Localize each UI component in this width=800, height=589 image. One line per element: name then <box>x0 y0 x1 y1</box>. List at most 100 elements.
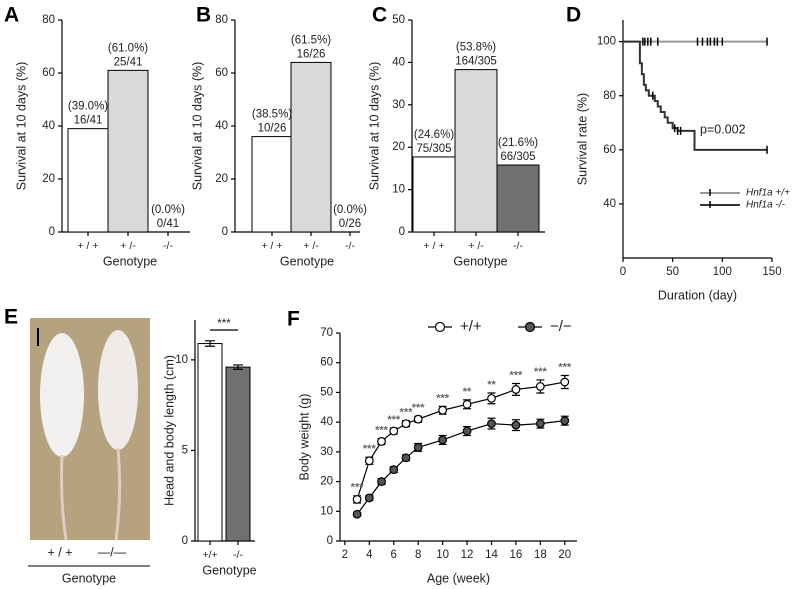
significance: *** <box>412 402 426 414</box>
y-tick-label: 60 <box>603 144 616 156</box>
bar-annotation: (53.8%) <box>456 42 496 54</box>
y-tick-label: 50 <box>392 14 405 26</box>
x-axis-label: Genotype <box>280 254 334 268</box>
legend-label: Hnf1a -/- <box>746 200 786 211</box>
y-tick-label: 30 <box>320 446 333 458</box>
point <box>352 495 362 504</box>
x-tick-label: + /- <box>303 240 319 252</box>
legend-marker <box>524 321 536 333</box>
panel-letter: A <box>4 4 19 27</box>
panel-letter: D <box>566 4 581 27</box>
y-tick-label: 20 <box>215 173 228 185</box>
y-axis-label: Survival rate (%) <box>575 93 589 185</box>
x-tick-label: + /- <box>468 240 484 252</box>
y-tick-label: 5 <box>182 444 188 456</box>
y-tick-label: 10 <box>320 505 333 517</box>
x-tick-label: + / + <box>423 240 444 252</box>
bar-annotation: 25/41 <box>114 56 143 68</box>
y-axis-label: Head and body length (cm) <box>162 355 176 506</box>
significance: *** <box>363 443 377 455</box>
line <box>356 420 565 515</box>
y-tick-label: 0 <box>49 226 55 238</box>
point <box>401 419 411 429</box>
point <box>535 419 545 429</box>
point <box>511 420 521 430</box>
y-tick-label: 50 <box>320 386 333 398</box>
x-tick-label: 0 <box>620 266 626 278</box>
line <box>356 381 565 500</box>
photo <box>28 318 150 567</box>
significance: ** <box>487 379 496 391</box>
point <box>389 465 399 475</box>
y-tick-label: 0 <box>182 535 188 547</box>
bar-annotation: 164/305 <box>455 56 497 68</box>
legend-label: −/− <box>550 318 572 335</box>
point <box>401 453 411 463</box>
point <box>364 493 374 503</box>
y-axis-label: Body weight (g) <box>297 394 311 481</box>
error-bar <box>205 340 215 347</box>
x-tick-label: 10 <box>436 549 449 561</box>
bar-annotation: 0/26 <box>339 218 361 230</box>
x-tick-label: +/+ <box>202 549 217 561</box>
y-tick-label: 0 <box>222 226 228 238</box>
x-tick-label: 8 <box>415 549 421 561</box>
point <box>511 385 521 394</box>
y-axis-label: Survival at 10 days (%) <box>14 62 28 191</box>
bar <box>412 156 456 233</box>
y-tick-label: 40 <box>603 198 616 210</box>
bar <box>496 164 540 233</box>
y-tick-label: 20 <box>392 141 405 153</box>
panel-letter: E <box>4 306 18 329</box>
y-tick-label: 10 <box>392 184 405 196</box>
x-tick-label: 6 <box>391 549 397 561</box>
point <box>487 419 496 429</box>
bar <box>197 343 223 542</box>
y-tick-label: 60 <box>215 67 228 79</box>
annotation: p=0.002 <box>700 122 746 136</box>
bar <box>107 69 149 233</box>
panel-letter: F <box>287 308 300 331</box>
y-tick-label: 0 <box>327 535 333 547</box>
bar <box>67 128 109 233</box>
x-axis-label: Genotype <box>103 254 157 268</box>
image-label: —/— <box>98 545 127 559</box>
y-tick-label: 40 <box>42 120 55 132</box>
bar-annotation: (38.5%) <box>252 109 292 121</box>
x-tick-label: -/- <box>163 240 173 252</box>
x-tick-label: -/- <box>233 549 243 561</box>
y-tick-label: 100 <box>597 36 616 48</box>
point <box>535 382 545 391</box>
x-tick-label: 50 <box>666 266 679 278</box>
y-tick-label: 40 <box>320 416 333 428</box>
panel-letter: C <box>372 4 387 27</box>
x-tick-label: 20 <box>558 549 571 561</box>
y-tick-label: 70 <box>320 327 333 339</box>
x-tick-label: 150 <box>762 266 781 278</box>
y-tick-label: 20 <box>42 173 55 185</box>
bar-annotation: (24.6%) <box>414 129 454 141</box>
y-tick-label: 30 <box>392 99 405 111</box>
bar <box>290 61 332 233</box>
image-label: + / + <box>47 545 72 559</box>
point <box>389 426 399 436</box>
x-axis-label: Duration (day) <box>658 288 737 302</box>
y-tick-label: 80 <box>215 14 228 26</box>
x-axis-label: Genotype <box>453 254 507 268</box>
bar-annotation: 10/26 <box>258 123 287 135</box>
y-tick-label: 80 <box>42 14 55 26</box>
error-bar <box>233 364 243 370</box>
y-tick-label: 40 <box>215 120 228 132</box>
bar <box>454 69 498 233</box>
bar-annotation: (21.6%) <box>498 137 538 149</box>
y-axis-label: Survival at 10 days (%) <box>367 62 381 191</box>
y-axis-label: Survival at 10 days (%) <box>190 62 204 191</box>
panel-letter: B <box>196 4 211 27</box>
significance: *** <box>558 361 572 373</box>
significance: *** <box>217 318 231 330</box>
y-tick-label: 20 <box>320 476 333 488</box>
legend-label: +/+ <box>460 318 482 335</box>
y-tick-label: 60 <box>320 357 333 369</box>
x-tick-label: 100 <box>713 266 732 278</box>
point <box>377 477 386 486</box>
